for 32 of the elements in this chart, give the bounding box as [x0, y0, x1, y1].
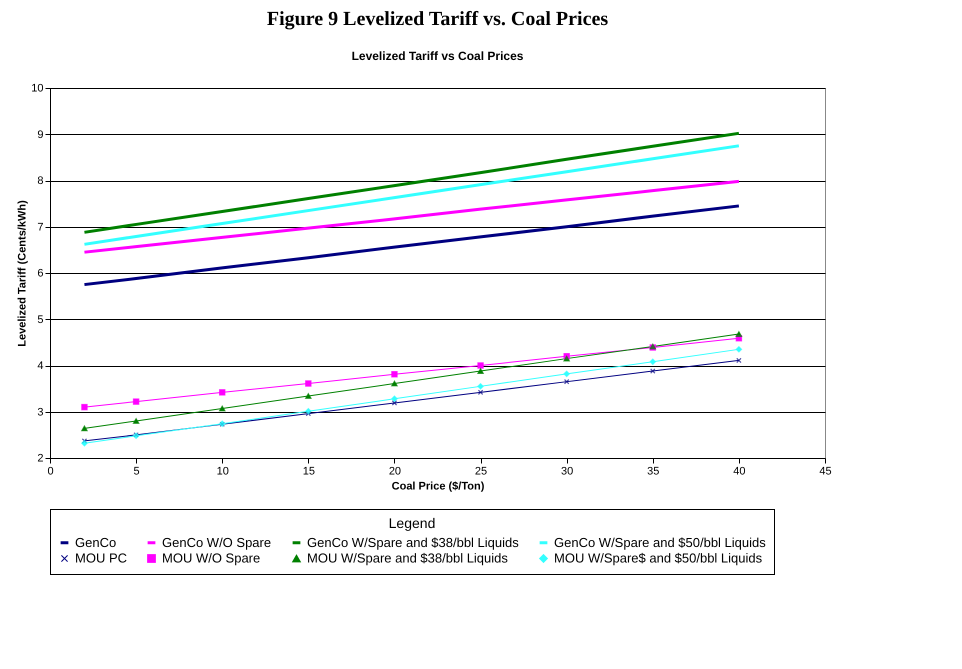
legend-label: MOU W/Spare$ and $50/bbl Liquids — [554, 550, 763, 566]
legend-label: MOU W/O Spare — [162, 550, 260, 566]
x-tick-label: 30 — [561, 466, 574, 478]
x-tick-label: 20 — [388, 466, 402, 478]
y-tick-label: 7 — [37, 221, 44, 234]
y-tick-label: 2 — [37, 452, 44, 464]
legend-label: MOU PC — [75, 550, 127, 566]
x-tick-label: 25 — [474, 466, 488, 478]
y-tick-label: 10 — [31, 82, 44, 94]
x-tick-label: 5 — [134, 466, 140, 478]
legend-label: GenCo — [75, 534, 116, 550]
y-axis-title: Levelized Tariff (Cents/kWh) — [16, 200, 28, 347]
y-tick-label: 6 — [37, 268, 44, 280]
y-tick-label: 9 — [37, 128, 44, 141]
y-tick-label: 8 — [37, 175, 44, 187]
legend-label: GenCo W/Spare and $50/bbl Liquids — [554, 534, 766, 550]
y-tick-label: 4 — [37, 360, 44, 372]
legend-title: Legend — [388, 515, 436, 531]
legend-label: MOU W/Spare and $38/bbl Liquids — [307, 550, 508, 566]
x-axis-title: Coal Price ($/Ton) — [392, 480, 485, 492]
x-tick-label: 45 — [819, 466, 832, 478]
x-tick-label: 40 — [733, 466, 746, 478]
x-tick-label: 35 — [647, 466, 660, 478]
x-tick-label: 15 — [302, 466, 315, 478]
y-tick-label: 5 — [37, 314, 44, 326]
x-tick-label: 0 — [47, 466, 54, 478]
chart-title: Figure 9 Levelized Tariff vs. Coal Prices — [266, 8, 608, 30]
legend-label: GenCo W/O Spare — [162, 534, 272, 550]
y-tick-label: 3 — [37, 406, 44, 418]
x-tick-label: 10 — [216, 466, 229, 478]
legend-label: GenCo W/Spare and $38/bbl Liquids — [307, 534, 520, 550]
chart-subtitle: Levelized Tariff vs Coal Prices — [352, 49, 524, 63]
